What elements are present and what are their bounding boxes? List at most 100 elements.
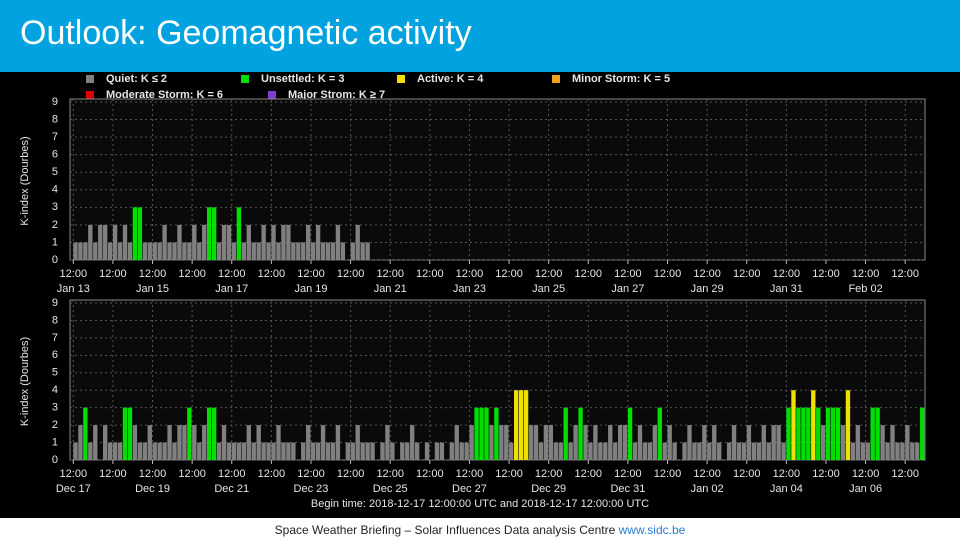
bar [281, 442, 286, 460]
bar [306, 224, 311, 260]
bar [202, 224, 207, 260]
bar [400, 442, 405, 460]
slide-title: Outlook: Geomagnetic activity [20, 14, 472, 52]
bar [103, 224, 108, 260]
bar [301, 442, 306, 460]
x-date-label: Jan 25 [532, 283, 565, 295]
bar [325, 242, 331, 260]
bar [152, 242, 157, 260]
x-date-label: Jan 06 [849, 483, 882, 495]
bar [261, 224, 266, 260]
bar [885, 442, 890, 460]
bar [211, 407, 217, 460]
x-date-label: Jan 02 [691, 483, 724, 495]
x-tick-label: 12:00 [297, 468, 325, 480]
x-tick-label: 12:00 [416, 268, 444, 280]
bar [553, 442, 558, 460]
x-tick-label: 12:00 [376, 468, 404, 480]
bar [533, 425, 539, 460]
bar [588, 442, 593, 460]
y-tick-label: 1 [52, 436, 58, 448]
bar [603, 442, 608, 460]
bar [192, 425, 197, 460]
legend-swatch [552, 75, 560, 83]
bar [434, 442, 440, 460]
x-date-label: Dec 19 [135, 483, 170, 495]
x-tick-label: 12:00 [812, 268, 840, 280]
y-tick-label: 9 [52, 96, 58, 108]
legend-label: Minor Storm: K = 5 [572, 73, 670, 85]
x-date-label: Dec 17 [56, 483, 91, 495]
bar [172, 242, 177, 260]
bar [682, 442, 687, 460]
bar [271, 224, 276, 260]
x-tick-label: 12:00 [337, 268, 365, 280]
bar [103, 425, 108, 460]
x-tick-label: 12:00 [99, 468, 127, 480]
x-tick-label: 12:00 [693, 268, 721, 280]
bar [528, 425, 534, 460]
x-date-label: Jan 27 [611, 283, 644, 295]
bar [251, 242, 256, 260]
annotation: Begin time: 2018-12-17 12:00:00 UTC and … [311, 498, 649, 510]
y-axis-label: K-index (Dourbes) [19, 136, 31, 225]
bar [593, 425, 598, 460]
bar [286, 442, 291, 460]
bar [514, 390, 519, 460]
x-tick-label: 12:00 [891, 468, 919, 480]
x-tick-label: 12:00 [258, 268, 286, 280]
bar [360, 442, 365, 460]
bar [657, 407, 662, 460]
bar [206, 207, 212, 260]
bar [107, 242, 113, 260]
x-tick-label: 12:00 [139, 468, 167, 480]
bar [216, 442, 222, 460]
x-tick-label: 12:00 [178, 468, 206, 480]
bar [910, 442, 915, 460]
x-tick-label: 12:00 [139, 268, 167, 280]
bar [88, 224, 93, 260]
bar [499, 425, 504, 460]
bar [860, 442, 865, 460]
y-tick-label: 9 [52, 297, 58, 309]
x-tick-label: 12:00 [456, 268, 484, 280]
bar [538, 442, 544, 460]
bar [920, 407, 925, 460]
x-tick-label: 12:00 [575, 468, 603, 480]
bar [202, 425, 207, 460]
bar [781, 442, 786, 460]
bar [147, 242, 152, 260]
bar [410, 425, 415, 460]
bar [796, 407, 801, 460]
bar [801, 407, 806, 460]
bar [632, 442, 638, 460]
y-tick-label: 7 [52, 332, 58, 344]
bar [127, 407, 133, 460]
bar [276, 425, 281, 460]
bar [226, 442, 232, 460]
bar [518, 390, 524, 460]
footer-link[interactable]: www.sidc.be [618, 523, 686, 537]
bar [182, 242, 187, 260]
bar [697, 442, 702, 460]
bar [786, 407, 791, 460]
bar [197, 242, 202, 260]
x-date-label: Jan 13 [57, 283, 90, 295]
bar [746, 425, 752, 460]
bar [345, 442, 350, 460]
bar [73, 442, 78, 460]
bar [157, 242, 162, 260]
bar [231, 442, 237, 460]
bar [484, 407, 489, 460]
bar [479, 407, 484, 460]
x-date-label: Dec 23 [294, 483, 329, 495]
x-date-label: Jan 17 [215, 283, 248, 295]
x-tick-label: 12:00 [218, 468, 246, 480]
bar [132, 207, 138, 260]
bar [112, 442, 118, 460]
bar [192, 224, 197, 260]
bar [855, 425, 861, 460]
bar [905, 425, 910, 460]
bar [83, 242, 88, 260]
y-tick-label: 2 [52, 219, 58, 231]
